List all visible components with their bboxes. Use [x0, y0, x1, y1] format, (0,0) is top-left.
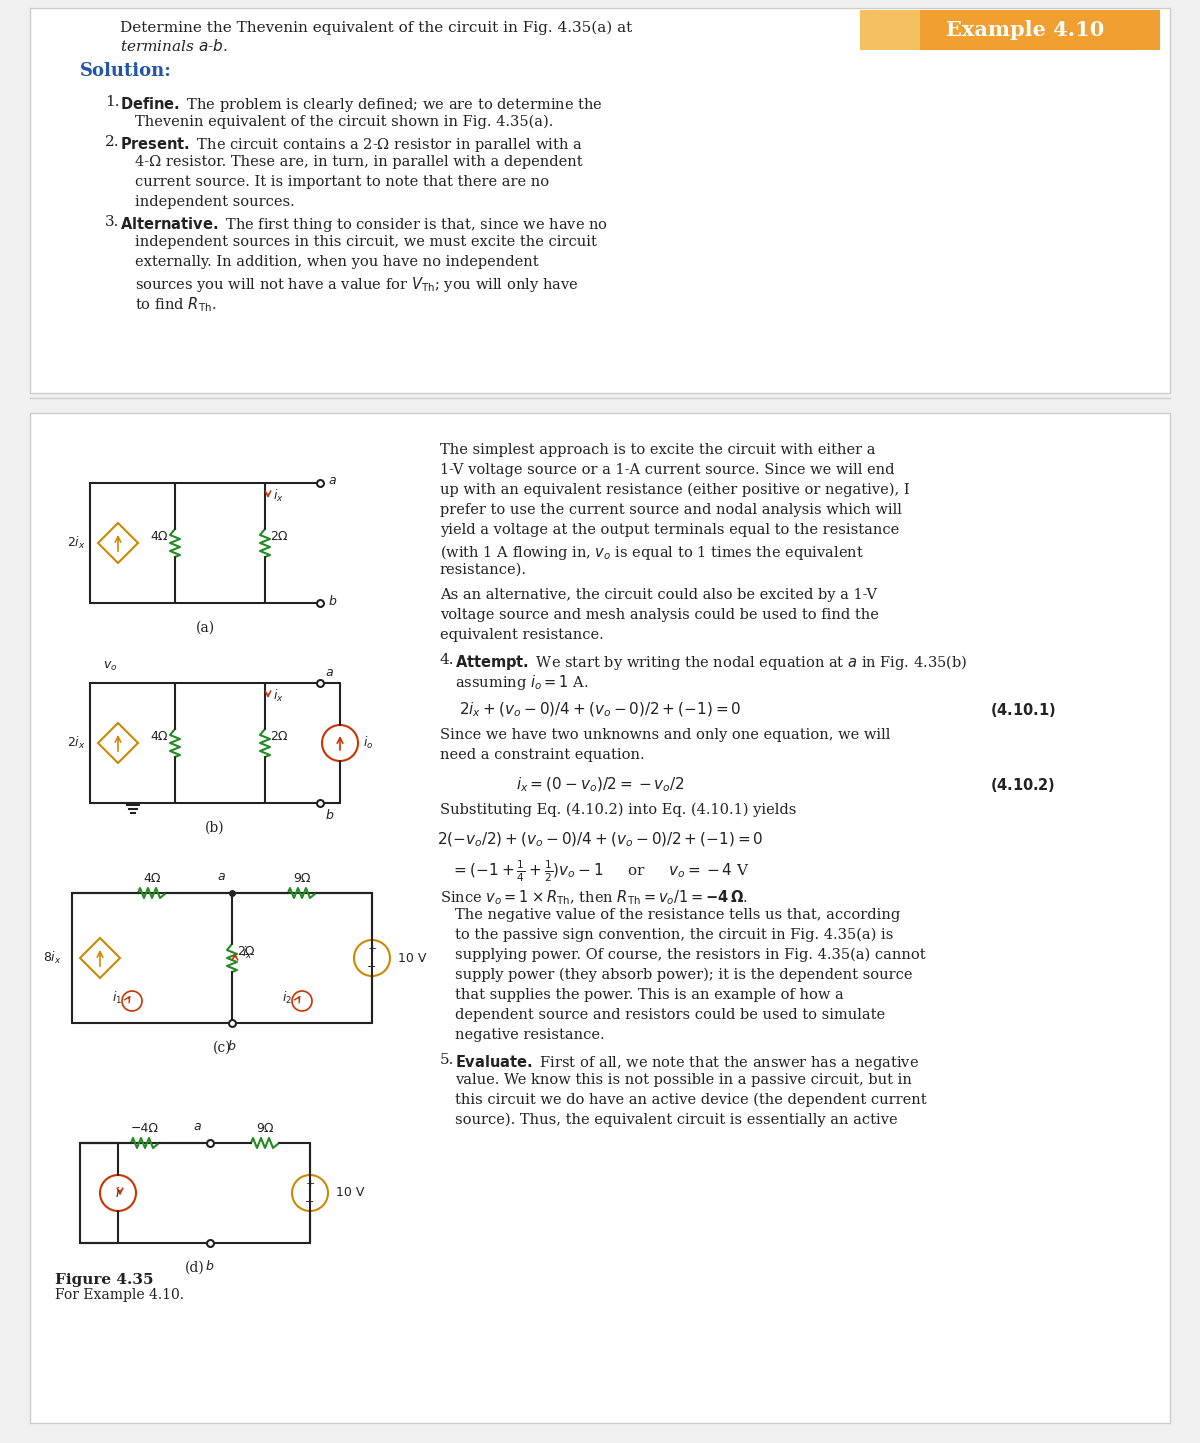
Text: $2i_x$: $2i_x$	[67, 535, 86, 551]
Text: (a): (a)	[196, 620, 215, 635]
Text: $a$: $a$	[217, 870, 226, 883]
Text: 2Ω: 2Ω	[238, 945, 254, 958]
Text: The negative value of the resistance tells us that, according: The negative value of the resistance tel…	[455, 908, 900, 922]
Text: $\mathbf{Define.}$ The problem is clearly defined; we are to determine the: $\mathbf{Define.}$ The problem is clearl…	[120, 95, 602, 114]
Text: (with 1 A flowing in, $v_o$ is equal to 1 times the equivalent: (with 1 A flowing in, $v_o$ is equal to …	[440, 543, 864, 561]
Text: As an alternative, the circuit could also be excited by a 1-V: As an alternative, the circuit could als…	[440, 587, 877, 602]
FancyBboxPatch shape	[890, 10, 1160, 51]
Text: 2Ω: 2Ω	[270, 530, 288, 543]
Text: sources you will not have a value for $V_\mathrm{Th}$; you will only have: sources you will not have a value for $V…	[134, 276, 578, 294]
Text: Thevenin equivalent of the circuit shown in Fig. 4.35(a).: Thevenin equivalent of the circuit shown…	[134, 115, 553, 130]
Text: −: −	[367, 962, 377, 973]
Text: 4Ω: 4Ω	[150, 530, 168, 543]
Text: 4-Ω resistor. These are, in turn, in parallel with a dependent: 4-Ω resistor. These are, in turn, in par…	[134, 154, 583, 169]
Text: voltage source and mesh analysis could be used to find the: voltage source and mesh analysis could b…	[440, 608, 878, 622]
Text: yield a voltage at the output terminals equal to the resistance: yield a voltage at the output terminals …	[440, 522, 899, 537]
Text: assuming $i_o = 1$ A.: assuming $i_o = 1$ A.	[455, 672, 589, 693]
Text: For Example 4.10.: For Example 4.10.	[55, 1289, 184, 1302]
Text: 10 V: 10 V	[336, 1186, 365, 1199]
Text: $\mathbf{Evaluate.}$ First of all, we note that the answer has a negative: $\mathbf{Evaluate.}$ First of all, we no…	[455, 1053, 919, 1072]
Text: $\mathbf{Present.}$ The circuit contains a 2-Ω resistor in parallel with a: $\mathbf{Present.}$ The circuit contains…	[120, 136, 583, 154]
Text: $i_x = (0 - v_o)/2 = -v_o/2$: $i_x = (0 - v_o)/2 = -v_o/2$	[516, 776, 684, 795]
Text: 1.: 1.	[106, 95, 120, 110]
Text: to find $R_\mathrm{Th}$.: to find $R_\mathrm{Th}$.	[134, 294, 216, 313]
Text: 4Ω: 4Ω	[150, 730, 168, 743]
Text: $b$: $b$	[328, 595, 337, 608]
Text: externally. In addition, when you have no independent: externally. In addition, when you have n…	[134, 255, 539, 268]
Text: value. We know this is not possible in a passive circuit, but in: value. We know this is not possible in a…	[455, 1074, 912, 1087]
Text: supply power (they absorb power); it is the dependent source: supply power (they absorb power); it is …	[455, 968, 912, 983]
Text: $\mathbf{Attempt.}$ We start by writing the nodal equation at $a$ in Fig. 4.35(b: $\mathbf{Attempt.}$ We start by writing …	[455, 654, 967, 672]
Text: $2(-v_o/2) + (v_o - 0)/4 + (v_o - 0)/2 + (-1) = 0$: $2(-v_o/2) + (v_o - 0)/4 + (v_o - 0)/2 +…	[437, 831, 763, 850]
Text: $a$: $a$	[328, 475, 337, 488]
Text: $i$: $i$	[115, 1186, 121, 1201]
FancyBboxPatch shape	[30, 9, 1170, 392]
Text: prefer to use the current source and nodal analysis which will: prefer to use the current source and nod…	[440, 504, 902, 517]
Text: need a constraint equation.: need a constraint equation.	[440, 747, 644, 762]
Text: 10 V: 10 V	[398, 951, 426, 964]
Text: equivalent resistance.: equivalent resistance.	[440, 628, 604, 642]
Text: independent sources in this circuit, we must excite the circuit: independent sources in this circuit, we …	[134, 235, 596, 250]
Text: $i_x$: $i_x$	[274, 688, 283, 704]
Text: $i_x$: $i_x$	[242, 945, 253, 961]
Text: this circuit we do have an active device (the dependent current: this circuit we do have an active device…	[455, 1092, 926, 1107]
Text: Since we have two unknowns and only one equation, we will: Since we have two unknowns and only one …	[440, 729, 890, 742]
Text: Since $v_o = 1 \times R_\mathrm{Th}$, then $R_\mathrm{Th} = v_o/1 = \mathbf{-4\,: Since $v_o = 1 \times R_\mathrm{Th}$, th…	[440, 887, 749, 906]
Text: 9Ω: 9Ω	[257, 1123, 274, 1136]
Text: $a$: $a$	[193, 1120, 202, 1133]
FancyBboxPatch shape	[30, 413, 1170, 1423]
Text: $2i_x$: $2i_x$	[67, 734, 86, 750]
FancyBboxPatch shape	[860, 10, 920, 51]
Text: −4Ω: −4Ω	[131, 1123, 158, 1136]
Text: up with an equivalent resistance (either positive or negative), I: up with an equivalent resistance (either…	[440, 483, 910, 498]
Text: resistance).: resistance).	[440, 563, 527, 577]
Text: $\mathbf{(4.10.2)}$: $\mathbf{(4.10.2)}$	[990, 776, 1055, 794]
Text: $i_2$: $i_2$	[282, 990, 292, 1006]
Text: −: −	[305, 1198, 314, 1206]
Text: 1-V voltage source or a 1-A current source. Since we will end: 1-V voltage source or a 1-A current sour…	[440, 463, 894, 478]
Text: current source. It is important to note that there are no: current source. It is important to note …	[134, 175, 550, 189]
Text: +: +	[305, 1179, 314, 1189]
Text: that supplies the power. This is an example of how a: that supplies the power. This is an exam…	[455, 988, 844, 1001]
Text: $i_o$: $i_o$	[364, 734, 373, 750]
Text: +: +	[367, 944, 377, 954]
Text: 2Ω: 2Ω	[270, 730, 288, 743]
Text: $i_x$: $i_x$	[274, 488, 283, 504]
Text: $2i_x + (v_o - 0)/4 + (v_o - 0)/2 + (-1) = 0$: $2i_x + (v_o - 0)/4 + (v_o - 0)/2 + (-1)…	[458, 701, 742, 720]
Text: 4.: 4.	[440, 654, 455, 667]
Text: Example 4.10: Example 4.10	[946, 20, 1104, 40]
Text: The simplest approach is to excite the circuit with either a: The simplest approach is to excite the c…	[440, 443, 876, 457]
Text: (b): (b)	[205, 821, 224, 835]
Text: $\mathbf{(4.10.1)}$: $\mathbf{(4.10.1)}$	[990, 701, 1056, 719]
Text: supplying power. Of course, the resistors in Fig. 4.35(a) cannot: supplying power. Of course, the resistor…	[455, 948, 925, 962]
Text: 3.: 3.	[106, 215, 119, 229]
Text: $\mathbf{Alternative.}$ The first thing to consider is that, since we have no: $\mathbf{Alternative.}$ The first thing …	[120, 215, 608, 234]
Text: $= (-1 + \frac{1}{4} + \frac{1}{2})v_o - 1$     or     $v_o = -4$ V: $= (-1 + \frac{1}{4} + \frac{1}{2})v_o -…	[451, 859, 749, 883]
Text: to the passive sign convention, the circuit in Fig. 4.35(a) is: to the passive sign convention, the circ…	[455, 928, 893, 942]
Text: $8i_x$: $8i_x$	[43, 949, 62, 965]
Text: 9Ω: 9Ω	[293, 872, 311, 885]
Text: Figure 4.35: Figure 4.35	[55, 1273, 154, 1287]
Text: $b$: $b$	[325, 808, 335, 823]
Text: dependent source and resistors could be used to simulate: dependent source and resistors could be …	[455, 1009, 886, 1022]
Text: (c): (c)	[212, 1040, 232, 1055]
Text: source). Thus, the equivalent circuit is essentially an active: source). Thus, the equivalent circuit is…	[455, 1113, 898, 1127]
Text: negative resistance.: negative resistance.	[455, 1027, 605, 1042]
Text: $v_o$: $v_o$	[103, 659, 118, 672]
Text: (d): (d)	[185, 1261, 205, 1276]
Text: Substituting Eq. (4.10.2) into Eq. (4.10.1) yields: Substituting Eq. (4.10.2) into Eq. (4.10…	[440, 802, 797, 817]
Text: $i_1$: $i_1$	[112, 990, 122, 1006]
Text: 4Ω: 4Ω	[143, 872, 161, 885]
Text: Determine the Thevenin equivalent of the circuit in Fig. 4.35(a) at: Determine the Thevenin equivalent of the…	[120, 20, 632, 35]
Text: 5.: 5.	[440, 1053, 455, 1066]
Text: $b$: $b$	[227, 1039, 236, 1053]
Text: $b$: $b$	[205, 1258, 215, 1273]
Text: $a$: $a$	[325, 667, 334, 680]
Text: independent sources.: independent sources.	[134, 195, 295, 209]
Text: 2.: 2.	[106, 136, 120, 149]
Text: terminals $a$-$b$.: terminals $a$-$b$.	[120, 38, 228, 53]
Text: Solution:: Solution:	[80, 62, 172, 79]
